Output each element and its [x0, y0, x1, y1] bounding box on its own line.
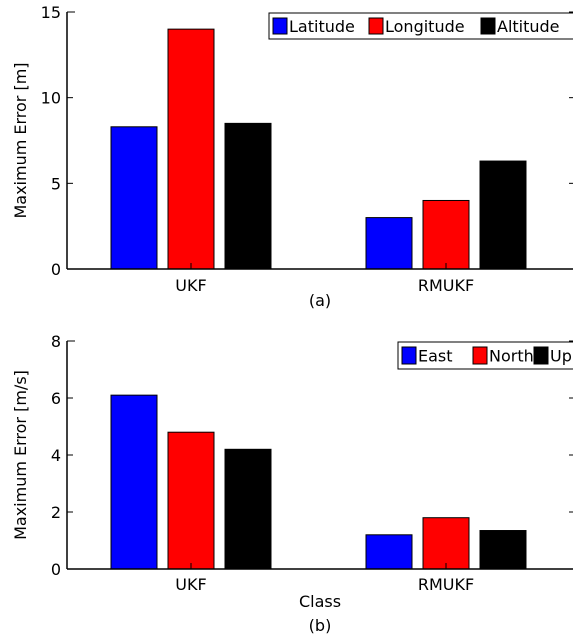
y-tick-label: 2 [51, 503, 61, 522]
y-axis-title: Maximum Error [m] [11, 62, 30, 218]
chart-panel-b: 0 2 4 6 8 UKF RMUKF Maximum Error [m/s] Class (b)… [11, 332, 573, 635]
legend-label-east: East [418, 347, 453, 366]
x-tick-label-rmukf: RMUKF [418, 276, 474, 295]
legend-label-up: Up [550, 347, 572, 366]
legend-swatch-longitude [368, 17, 384, 35]
bar-latitude-ukf [110, 126, 158, 270]
legend: East North Up [397, 341, 573, 370]
x-tick-label-rmukf: RMUKF [418, 575, 474, 594]
legend-box [268, 12, 573, 40]
legend-swatch-up [533, 346, 549, 365]
bar-altitude-ukf [224, 122, 272, 270]
x-tick-label-ukf: UKF [175, 575, 206, 594]
bar-longitude-rmukf [422, 199, 470, 270]
y-tick-label: 6 [51, 389, 61, 408]
chart-panel-a: 0 5 10 15 UKF RMUKF Maximum Error [m] (a) Latitu… [11, 3, 573, 310]
bar-north-ukf [167, 431, 215, 570]
legend-label-north: North [489, 347, 534, 366]
x-tick-label-ukf: UKF [175, 276, 206, 295]
y-tick-label: 0 [51, 560, 61, 579]
legend-label-longitude: Longitude [385, 17, 465, 36]
legend-swatch-latitude [272, 17, 288, 35]
panel-caption: (b) [309, 616, 332, 635]
legend-swatch-east [401, 346, 417, 365]
bar-east-rmukf [365, 534, 413, 570]
y-tick-label: 10 [41, 89, 61, 108]
y-tick-label: 5 [51, 174, 61, 193]
bar-altitude-rmukf [479, 160, 527, 270]
legend-label-latitude: Latitude [289, 17, 355, 36]
y-tick-label: 0 [51, 260, 61, 279]
y-tick-label: 8 [51, 332, 61, 351]
x-axis-title: Class [299, 592, 341, 611]
y-axis-title: Maximum Error [m/s] [11, 370, 30, 540]
bar-latitude-rmukf [365, 217, 413, 270]
y-tick-label: 4 [51, 446, 61, 465]
legend-swatch-altitude [480, 17, 496, 35]
bar-up-ukf [224, 448, 272, 570]
legend: Latitude Longitude Altitude [268, 12, 573, 40]
bar-east-ukf [110, 394, 158, 570]
y-tick-label: 15 [41, 3, 61, 22]
bar-up-rmukf [479, 530, 527, 570]
panel-caption: (a) [309, 291, 331, 310]
bar-north-rmukf [422, 517, 470, 570]
legend-swatch-north [472, 346, 488, 365]
bar-longitude-ukf [167, 28, 215, 270]
legend-label-altitude: Altitude [497, 17, 560, 36]
